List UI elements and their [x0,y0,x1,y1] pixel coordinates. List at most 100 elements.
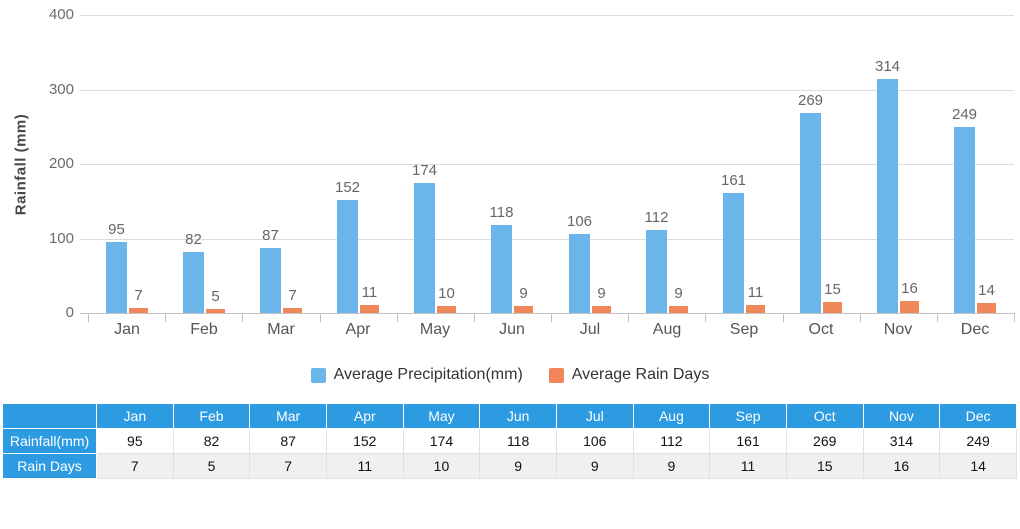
x-tick-label-may: May [419,321,451,338]
precipitation-bar [260,248,281,313]
rain-days-bar [669,306,688,313]
precipitation-bar [569,234,590,313]
month-header-cell: Oct [785,403,864,429]
precipitation-bar [800,113,821,313]
precipitation-value-label: 82 [185,231,202,248]
rainfall-bar-chart: Rainfall (mm) 0 100 200 300 400 95 7 Jan 82 5 Feb 8… [13,6,1015,338]
axis-tick [474,313,475,322]
month-header-cell: May [402,403,481,429]
month-header-cell: Jul [555,403,634,429]
month-header-cell: Apr [325,403,404,429]
precipitation-bar [723,193,744,313]
data-cell: 15 [785,453,864,479]
gridline [80,239,1014,240]
data-cell: 118 [479,428,557,454]
y-tick-label: 100 [48,230,74,247]
gridline [80,15,1014,16]
data-cell: 11 [709,453,787,479]
month-header-cell: Jan [96,403,174,429]
rain-days-value-label: 7 [134,287,143,304]
data-cell: 9 [479,453,557,479]
x-tick-label-jan: Jan [114,321,140,338]
x-tick-label-sep: Sep [729,321,759,338]
month-header-cell: Feb [172,403,251,429]
table-row: Rainfall(mm) 95 82 87 152 174 118 106 112 161 269 3… [2,428,1017,454]
rain-days-swatch-icon [548,367,564,383]
precipitation-bar [877,79,898,313]
y-tick-label: 400 [48,6,74,23]
data-cell: 174 [402,428,481,454]
rain-days-value-label: 15 [824,281,841,298]
data-cell: 10 [402,453,481,479]
data-cell: 314 [862,428,941,454]
data-cell: 112 [632,428,711,454]
row-label-cell: Rainfall(mm) [2,428,97,454]
rain-days-value-label: 16 [901,280,918,297]
rain-days-bar [514,306,533,313]
month-header-cell: Nov [862,403,941,429]
data-cell: 9 [632,453,711,479]
axis-tick [628,313,629,322]
rain-days-bar [437,306,456,313]
rain-days-bar [977,303,996,313]
x-tick-label-apr: Apr [345,321,371,338]
precipitation-swatch-icon [310,367,326,383]
legend-label-rain-days: Average Rain Days [571,366,710,383]
rain-days-bar [900,301,919,313]
precipitation-value-label: 249 [951,106,978,123]
precipitation-bar [646,230,667,313]
rain-days-value-label: 10 [438,285,455,302]
precipitation-bar [106,242,127,313]
data-cell: 7 [249,453,327,479]
precipitation-value-label: 161 [720,172,747,189]
legend-item-precipitation: Average Precipitation(mm) [310,366,523,384]
rain-days-bar [283,308,302,313]
rain-days-bar [129,308,148,313]
x-axis-line [80,313,1014,314]
rain-days-value-label: 9 [519,285,528,302]
axis-tick [551,313,552,322]
precipitation-bar [491,225,512,313]
legend-item-rain-days: Average Rain Days [548,366,710,384]
chart-legend: Average Precipitation(mm) Average Rain D… [0,366,1020,384]
data-cell: 9 [555,453,634,479]
axis-tick [320,313,321,322]
axis-tick [705,313,706,322]
y-tick-label: 200 [48,155,74,172]
x-tick-label-oct: Oct [808,321,834,338]
axis-tick [397,313,398,322]
data-cell: 87 [249,428,327,454]
data-cell: 82 [172,428,251,454]
precipitation-value-label: 174 [411,162,438,179]
precipitation-value-label: 87 [262,227,279,244]
rain-days-value-label: 9 [674,285,683,302]
rain-days-value-label: 5 [211,288,220,305]
rain-days-bar [823,302,842,313]
rain-days-bar [360,305,379,313]
monthly-data-table: Jan Feb Mar Apr May Jun Jul Aug Sep Oct Nov Dec Rain… [2,403,1017,479]
x-tick-label-aug: Aug [652,321,682,338]
data-cell: 7 [96,453,174,479]
precipitation-value-label: 112 [644,209,669,226]
rain-days-value-label: 11 [747,284,764,301]
precipitation-value-label: 314 [874,58,901,75]
precipitation-value-label: 118 [489,204,514,221]
precipitation-bar [183,252,204,313]
x-tick-label-mar: Mar [267,321,295,338]
axis-tick [165,313,166,322]
axis-tick [88,313,89,322]
month-header-cell: Jun [479,403,557,429]
axis-tick [937,313,938,322]
precipitation-value-label: 269 [797,92,824,109]
axis-tick [1014,313,1015,322]
row-label-cell: Rain Days [2,453,97,479]
table-corner-cell [2,403,97,429]
data-cell: 152 [325,428,404,454]
legend-label-precipitation: Average Precipitation(mm) [333,366,523,383]
precipitation-bar [954,127,975,313]
gridline [80,90,1014,91]
x-tick-label-feb: Feb [190,321,218,338]
data-cell: 95 [96,428,174,454]
data-cell: 269 [785,428,864,454]
precipitation-value-label: 106 [566,213,593,230]
